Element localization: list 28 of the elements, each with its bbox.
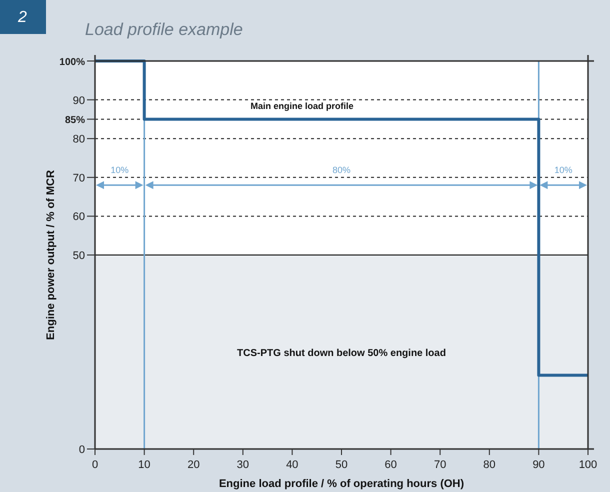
x-tick-label: 100 bbox=[578, 459, 598, 471]
x-tick-label: 0 bbox=[92, 459, 98, 471]
y-axis-title: Engine power output / % of MCR bbox=[45, 170, 57, 340]
band-label: TCS-PTG shut down below 50% engine load bbox=[237, 348, 446, 359]
x-tick-label: 20 bbox=[187, 459, 200, 471]
series-label: Main engine load profile bbox=[250, 101, 354, 112]
y-tick-label: 85% bbox=[64, 115, 86, 126]
x-tick-label: 60 bbox=[384, 459, 397, 471]
annotation: 10% bbox=[110, 165, 129, 176]
annotation: 80% bbox=[332, 165, 351, 176]
chart-title: Load profile example bbox=[85, 20, 243, 39]
y-tick-label: 90 bbox=[72, 94, 85, 107]
y-tick-label: 0 bbox=[78, 444, 85, 456]
annotation: 10% bbox=[554, 165, 572, 176]
x-tick-label: 10 bbox=[138, 459, 150, 471]
y-tick-label: 60 bbox=[72, 211, 85, 224]
x-tick-label: 40 bbox=[286, 459, 298, 471]
x-tick-label: 50 bbox=[335, 459, 348, 471]
x-axis-title: Engine load profile / % of operating hours (OH) bbox=[218, 478, 464, 490]
y-tick-label: 100% bbox=[59, 57, 86, 68]
x-tick-label: 70 bbox=[434, 459, 446, 471]
y-tick-label: 80 bbox=[72, 134, 85, 146]
x-tick-label: 80 bbox=[483, 459, 496, 471]
x-tick-label: 90 bbox=[532, 459, 545, 471]
y-tick-label: 50 bbox=[72, 250, 85, 262]
x-tick-label: 30 bbox=[236, 459, 250, 471]
y-tick-label: 70 bbox=[72, 172, 85, 184]
text: 2 bbox=[17, 9, 27, 26]
